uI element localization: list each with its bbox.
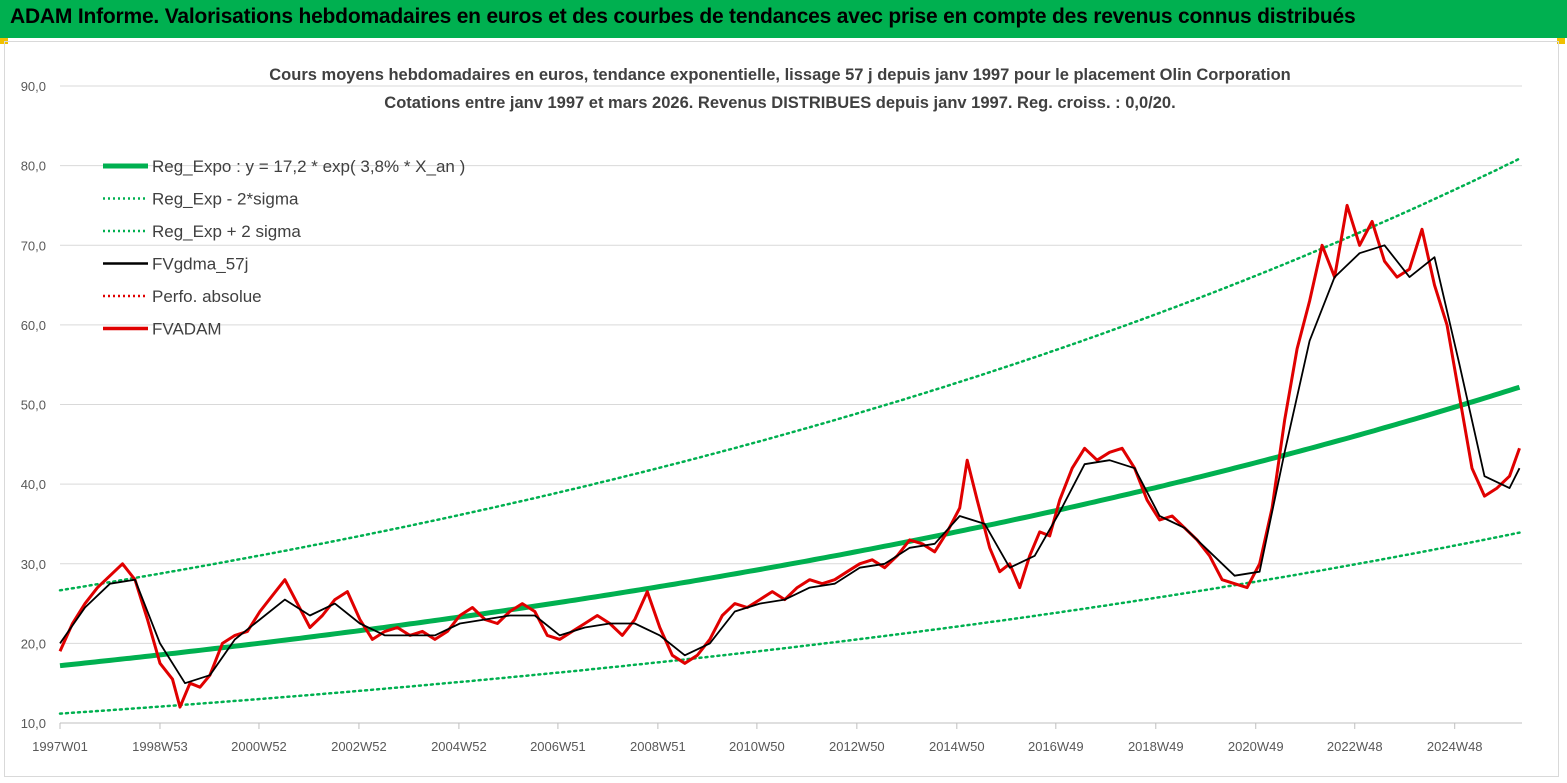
legend: Reg_Expo : y = 17,2 * exp( 3,8% * X_an )…: [103, 157, 465, 339]
x-axis-labels: 1997W01 1998W53 2000W52 2002W52 2004W52 2006W…: [32, 723, 1483, 754]
y-tick-label: 70,0: [21, 238, 46, 253]
legend-label: Reg_Exp + 2 sigma: [152, 222, 301, 241]
series-reg-minus-2sigma: [58, 531, 1521, 715]
report-title: ADAM Informe. Valorisations hebdomadaire…: [10, 5, 1356, 28]
y-tick-label: 50,0: [21, 398, 46, 413]
legend-label: FVADAM: [152, 320, 222, 339]
y-tick-label: 60,0: [21, 318, 46, 333]
corner-marker-right: [1557, 38, 1565, 44]
x-tick-label: 2004W52: [431, 739, 487, 754]
x-tick-label: 2002W52: [331, 739, 387, 754]
series-reg-plus-2sigma: [58, 157, 1521, 592]
x-tick-label: 2014W50: [929, 739, 985, 754]
x-tick-label: 1998W53: [132, 739, 188, 754]
series-fvgdma-57j: [59, 244, 1521, 685]
y-axis-labels: 10,0 20,0 30,0 40,0 50,0 60,0 70,0 80,0 90,0: [21, 79, 46, 731]
grid-lines: [60, 85, 1522, 724]
x-tick-label: 2024W48: [1427, 739, 1483, 754]
report-banner: ADAM Informe. Valorisations hebdomadaire…: [0, 0, 1567, 38]
legend-label: Reg_Expo : y = 17,2 * exp( 3,8% * X_an ): [152, 157, 465, 176]
chart-title: Cours moyens hebdomadaires en euros, ten…: [269, 66, 1290, 84]
x-tick-label: 2006W51: [530, 739, 586, 754]
x-tick-label: 2020W49: [1228, 739, 1284, 754]
series-lines: [58, 157, 1521, 715]
chart-subtitle: Cotations entre janv 1997 et mars 2026. …: [384, 94, 1175, 112]
x-tick-label: 2022W48: [1327, 739, 1383, 754]
y-tick-label: 30,0: [21, 557, 46, 572]
x-tick-label: 2010W50: [729, 739, 785, 754]
series-fvadam: [58, 203, 1521, 709]
legend-label: FVgdma_57j: [152, 255, 248, 274]
y-tick-label: 80,0: [21, 159, 46, 174]
y-tick-label: 20,0: [21, 636, 46, 651]
x-tick-label: 2016W49: [1028, 739, 1084, 754]
x-tick-label: 2018W49: [1128, 739, 1184, 754]
series-reg-expo: [59, 384, 1521, 669]
x-tick-label: 1997W01: [32, 739, 88, 754]
x-tick-label: 2000W52: [231, 739, 287, 754]
x-tick-label: 2012W50: [829, 739, 885, 754]
legend-label: Reg_Exp - 2*sigma: [152, 190, 299, 209]
x-tick-label: 2008W51: [630, 739, 686, 754]
y-tick-label: 90,0: [21, 79, 46, 94]
legend-label: Perfo. absolue: [152, 287, 262, 306]
chart-frame: [4, 41, 1559, 777]
y-tick-label: 40,0: [21, 477, 46, 492]
y-tick-label: 10,0: [21, 716, 46, 731]
